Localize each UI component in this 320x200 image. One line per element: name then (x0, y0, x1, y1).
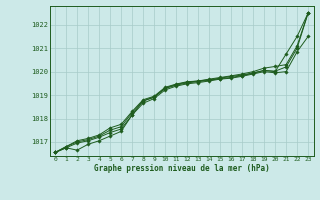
X-axis label: Graphe pression niveau de la mer (hPa): Graphe pression niveau de la mer (hPa) (94, 164, 269, 173)
